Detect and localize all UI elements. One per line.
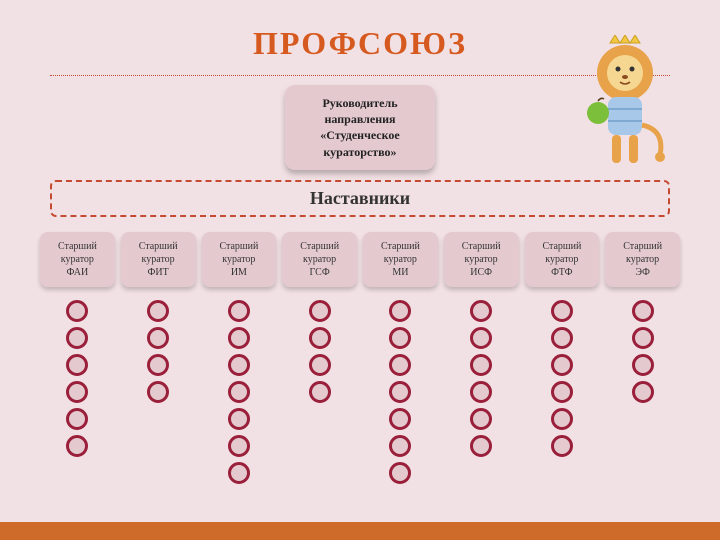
member-circle [470, 435, 492, 457]
curator-box: Старший куратор ИСФ [444, 232, 519, 287]
member-circle [228, 462, 250, 484]
member-circle [389, 354, 411, 376]
member-circle [632, 300, 654, 322]
member-circle [389, 327, 411, 349]
member-circle [470, 327, 492, 349]
member-circle [228, 435, 250, 457]
curator-line: Старший [219, 241, 258, 252]
member-circle [389, 381, 411, 403]
curators-row: СтаршийкураторФАИСтаршийкураторФИТСтарши… [40, 232, 680, 287]
circle-column [202, 300, 277, 484]
member-circle [389, 435, 411, 457]
curator-box: Старший куратор ЭФ [605, 232, 680, 287]
curator-line: МИ [392, 267, 408, 278]
member-circle [309, 300, 331, 322]
curator-line: Старший [300, 241, 339, 252]
member-circle [551, 408, 573, 430]
member-circle [228, 381, 250, 403]
curator-line: куратор [222, 254, 255, 265]
member-circle [147, 327, 169, 349]
curator-line: ФТФ [551, 267, 572, 278]
member-circle [470, 300, 492, 322]
lion-decoration-icon [570, 35, 680, 175]
circle-column [40, 300, 115, 484]
member-circle [309, 381, 331, 403]
member-circle [551, 300, 573, 322]
curator-line: ФИТ [148, 267, 169, 278]
curator-box: Старший куратор ФИТ [121, 232, 196, 287]
circle-column [605, 300, 680, 484]
member-circle [389, 462, 411, 484]
member-circle [66, 354, 88, 376]
member-circle [632, 381, 654, 403]
member-circle [470, 354, 492, 376]
member-circle [66, 327, 88, 349]
circle-column [282, 300, 357, 484]
director-line3: «Студенческое [320, 128, 399, 142]
curator-line: Старший [381, 241, 420, 252]
curator-line: ФАИ [67, 267, 89, 278]
member-circle [309, 327, 331, 349]
circle-column [121, 300, 196, 484]
curator-line: куратор [303, 254, 336, 265]
curator-line: ГСФ [310, 267, 330, 278]
curator-box: Старший куратор МИ [363, 232, 438, 287]
member-circle [147, 354, 169, 376]
curator-line: Старший [139, 241, 178, 252]
curator-box: Старший куратор ФТФ [525, 232, 600, 287]
member-circle [66, 381, 88, 403]
mentors-label: Наставники [310, 188, 410, 208]
curator-line: Старший [542, 241, 581, 252]
member-circle [147, 300, 169, 322]
circles-row [40, 300, 680, 484]
member-circle [228, 300, 250, 322]
curator-line: Старший [462, 241, 501, 252]
curator-line: куратор [142, 254, 175, 265]
member-circle [147, 381, 169, 403]
director-box: Руководитель направления «Студенческое к… [285, 85, 435, 170]
circle-column [444, 300, 519, 484]
curator-line: ИСФ [470, 267, 492, 278]
member-circle [228, 354, 250, 376]
member-circle [228, 408, 250, 430]
director-line2: направления [324, 112, 395, 126]
member-circle [551, 435, 573, 457]
curator-line: ИМ [231, 267, 247, 278]
member-circle [389, 408, 411, 430]
curator-line: куратор [384, 254, 417, 265]
curator-line: куратор [61, 254, 94, 265]
director-line4: кураторство» [323, 145, 396, 159]
member-circle [551, 354, 573, 376]
member-circle [66, 435, 88, 457]
curator-line: ЭФ [635, 267, 650, 278]
curator-line: куратор [626, 254, 659, 265]
member-circle [632, 354, 654, 376]
curator-box: Старший куратор ИМ [202, 232, 277, 287]
director-line1: Руководитель [322, 96, 397, 110]
curator-box: Старший куратор ФАИ [40, 232, 115, 287]
member-circle [470, 381, 492, 403]
member-circle [228, 327, 250, 349]
curator-line: Старший [58, 241, 97, 252]
curator-line: куратор [545, 254, 578, 265]
circle-column [363, 300, 438, 484]
curator-box: Старший куратор ГСФ [282, 232, 357, 287]
member-circle [309, 354, 331, 376]
member-circle [389, 300, 411, 322]
member-circle [470, 408, 492, 430]
member-circle [632, 327, 654, 349]
mentors-box: Наставники [50, 180, 670, 217]
curator-line: куратор [465, 254, 498, 265]
bottom-bar [0, 522, 720, 540]
curator-line: Старший [623, 241, 662, 252]
member-circle [66, 408, 88, 430]
circle-column [525, 300, 600, 484]
member-circle [551, 381, 573, 403]
member-circle [551, 327, 573, 349]
member-circle [66, 300, 88, 322]
